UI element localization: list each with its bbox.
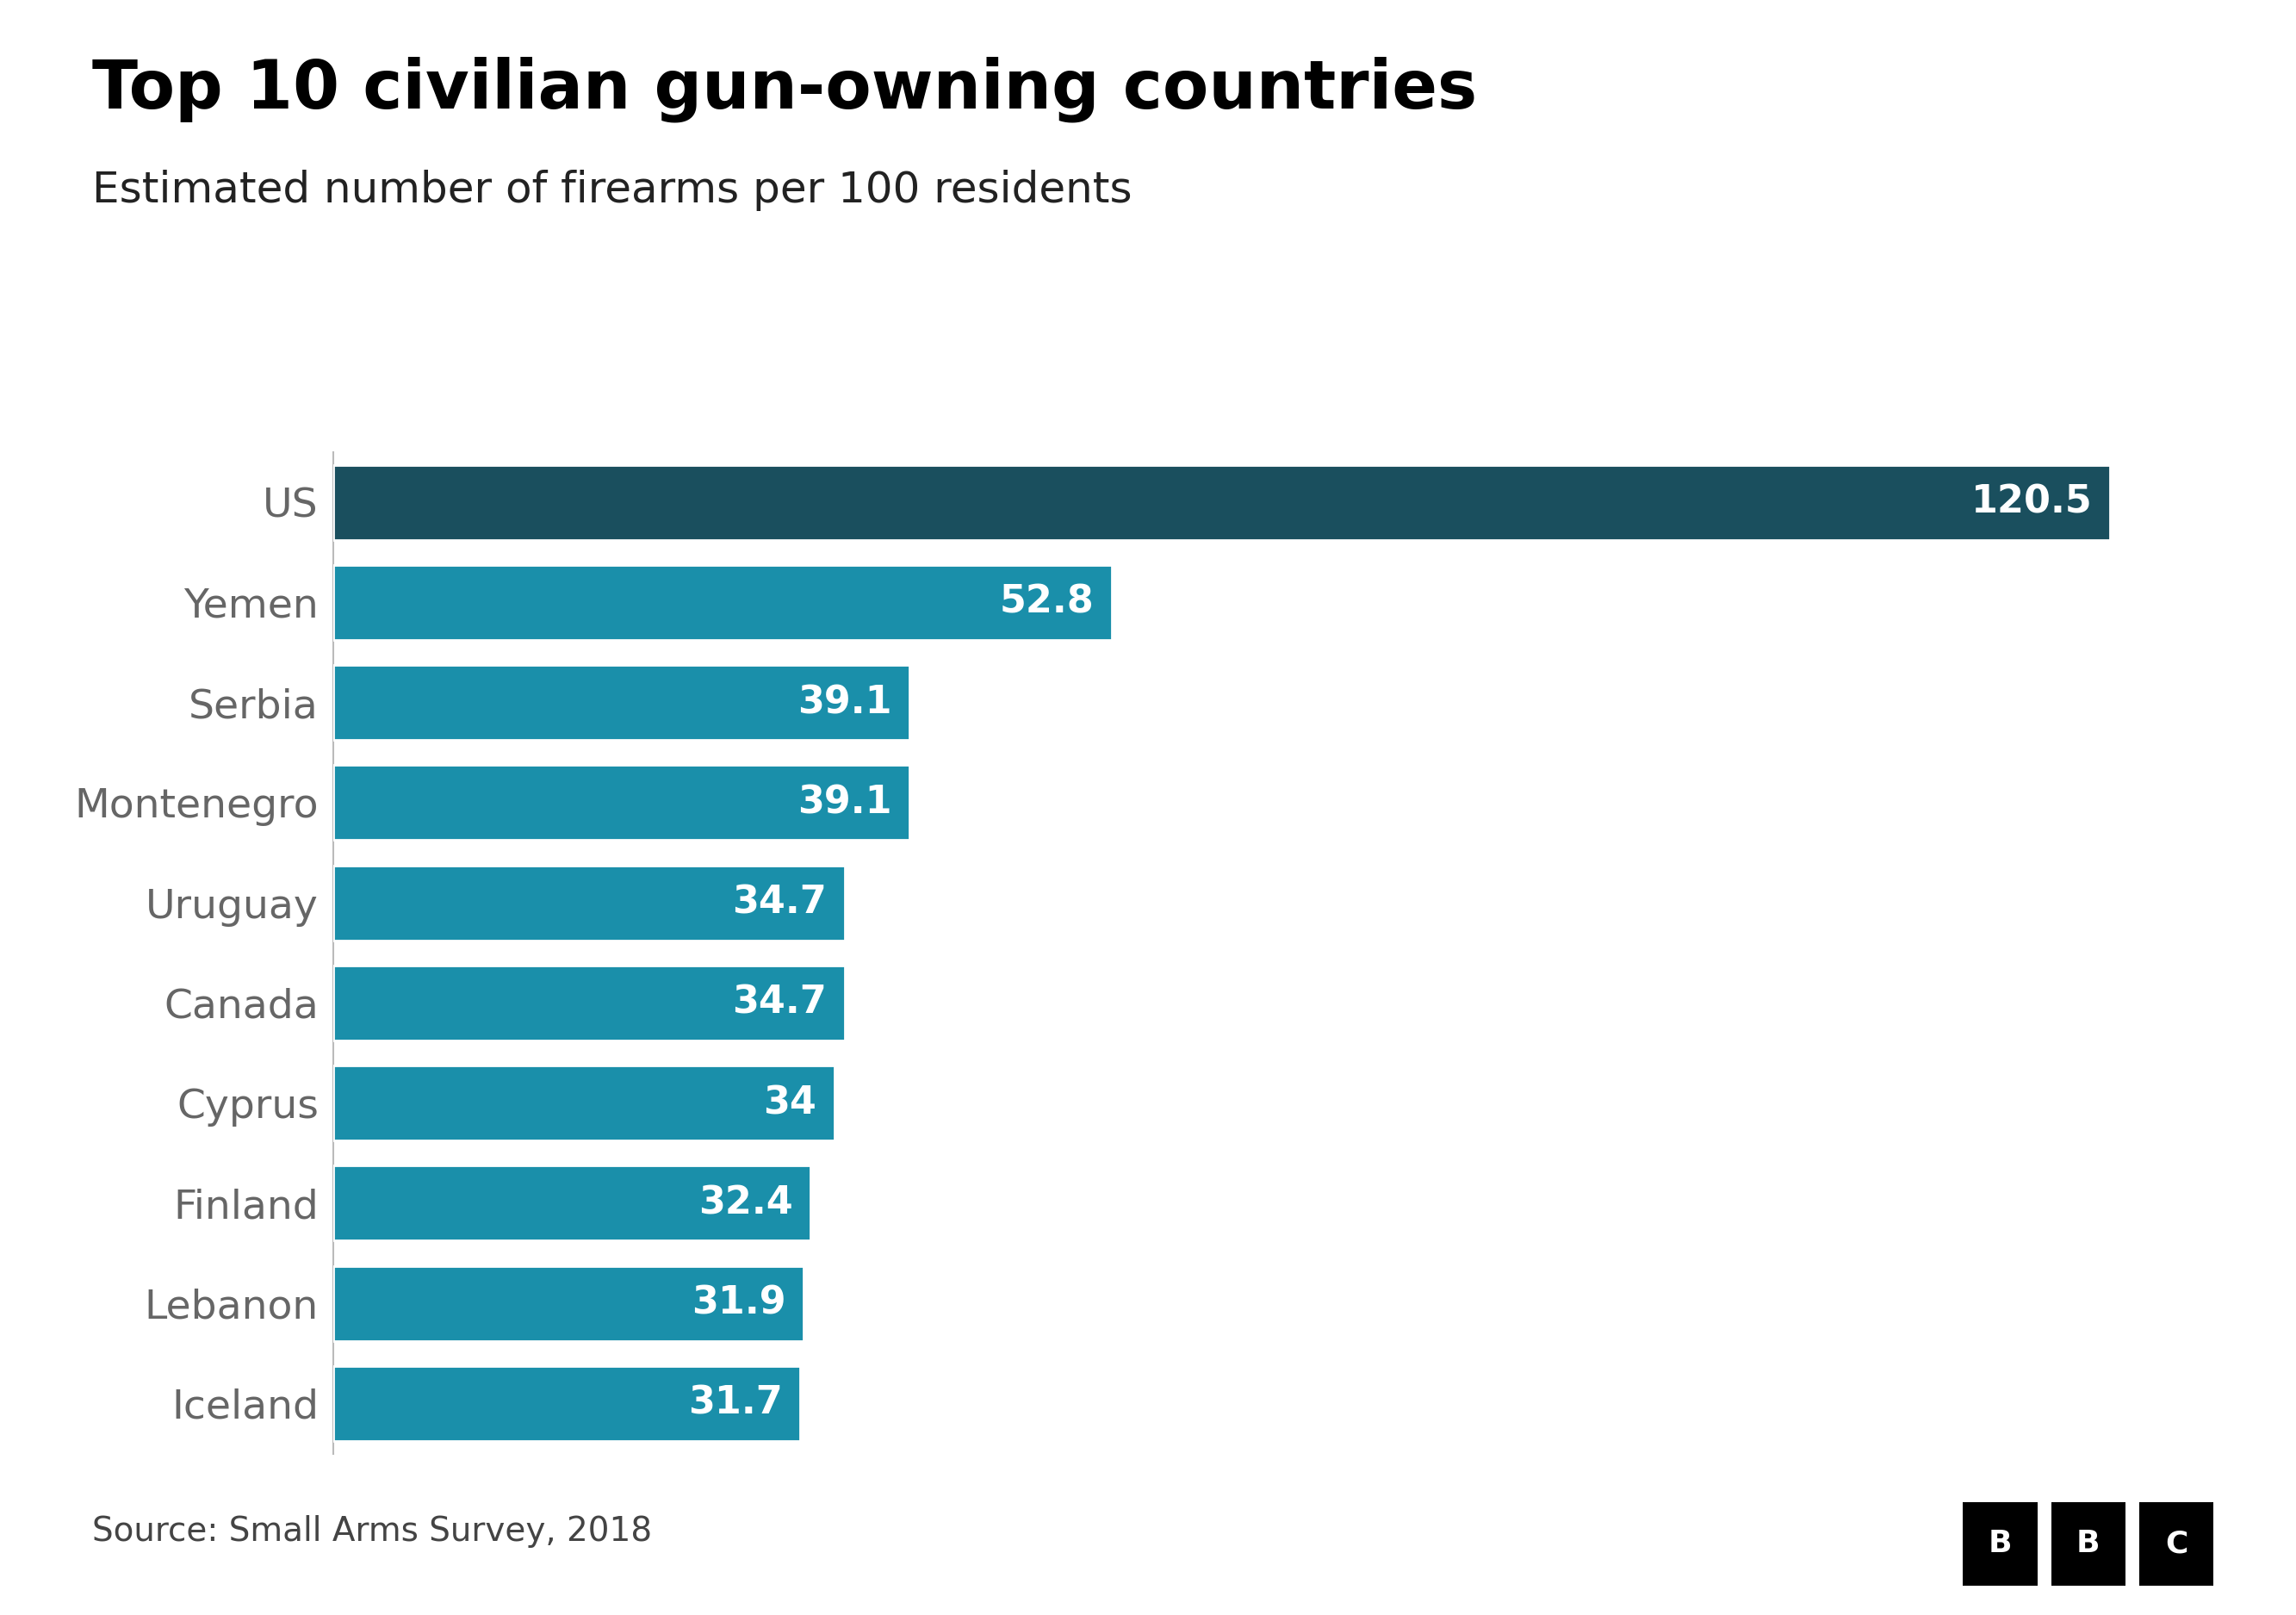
Bar (333, 766, 909, 840)
Text: Top 10 civilian gun-owning countries: Top 10 civilian gun-owning countries (92, 57, 1476, 123)
Text: 31.9: 31.9 (691, 1286, 785, 1321)
Text: 31.7: 31.7 (689, 1386, 783, 1421)
Text: 34: 34 (762, 1085, 817, 1121)
Bar (333, 665, 909, 740)
Bar (333, 1166, 810, 1240)
Bar (333, 1066, 833, 1140)
Bar (333, 966, 845, 1040)
Text: 34.7: 34.7 (732, 985, 827, 1021)
Bar (333, 465, 2110, 539)
Text: 52.8: 52.8 (999, 585, 1093, 620)
Text: C: C (2165, 1529, 2188, 1558)
Text: B: B (1988, 1529, 2011, 1558)
Text: 39.1: 39.1 (797, 685, 891, 720)
Bar (2140, 1502, 2213, 1586)
Text: 120.5: 120.5 (1970, 484, 2092, 520)
Text: B: B (2076, 1529, 2101, 1558)
Bar (2050, 1502, 2126, 1586)
Text: Source: Small Arms Survey, 2018: Source: Small Arms Survey, 2018 (92, 1515, 652, 1547)
Text: Estimated number of firearms per 100 residents: Estimated number of firearms per 100 res… (92, 170, 1132, 212)
Bar (333, 565, 1111, 640)
Text: 32.4: 32.4 (698, 1185, 792, 1221)
Text: 34.7: 34.7 (732, 885, 827, 921)
Bar (1963, 1502, 2037, 1586)
Text: 39.1: 39.1 (797, 785, 891, 820)
Bar (333, 1366, 801, 1441)
Bar (333, 1266, 804, 1340)
Bar (333, 866, 845, 940)
